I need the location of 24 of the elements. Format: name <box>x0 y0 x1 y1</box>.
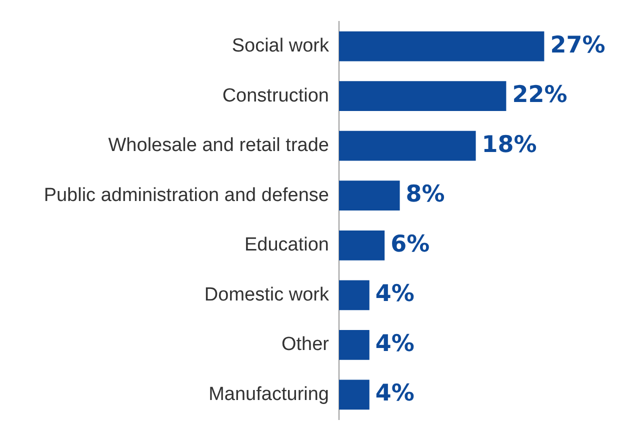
data-label: 8% <box>406 182 445 208</box>
bar <box>339 180 400 211</box>
y-tick-label: Social work <box>232 36 330 57</box>
data-label: 4% <box>375 380 414 407</box>
data-label: 4% <box>375 330 414 357</box>
y-tick-label: Manufacturing <box>208 384 329 405</box>
bar <box>339 280 370 310</box>
y-tick-label: Construction <box>222 85 329 106</box>
bar <box>339 130 476 161</box>
bar <box>339 31 544 62</box>
y-tick-label: Wholesale and retail trade <box>108 135 329 156</box>
bar <box>339 81 506 111</box>
y-tick-label: Other <box>281 334 330 356</box>
data-label: 4% <box>375 281 414 308</box>
bar <box>339 380 370 410</box>
y-tick-label: Domestic work <box>204 284 330 306</box>
y-tick-label: Public administration and defense <box>44 184 329 206</box>
bar <box>339 230 385 260</box>
data-label: 18% <box>482 132 537 158</box>
y-tick-label: Education <box>244 234 329 256</box>
data-label: 27% <box>550 32 606 58</box>
data-label: 22% <box>512 82 568 108</box>
data-label: 6% <box>390 231 430 258</box>
bar <box>339 330 370 360</box>
